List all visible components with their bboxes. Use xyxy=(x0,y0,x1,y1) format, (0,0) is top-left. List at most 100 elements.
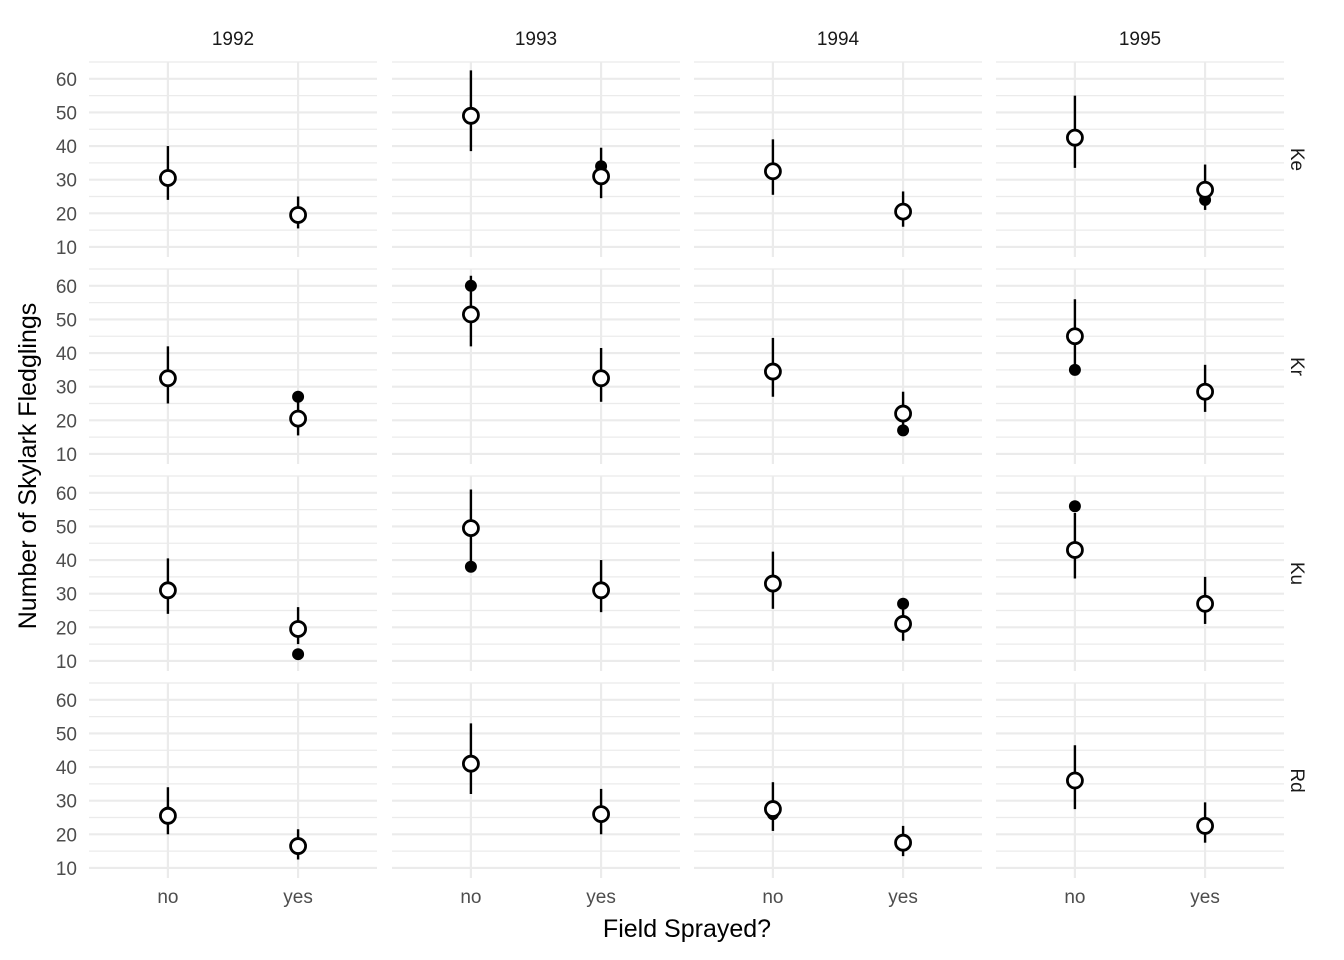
predicted-point xyxy=(289,620,307,638)
facet-row-label: Rd xyxy=(1286,768,1307,792)
panel-Kr-1994 xyxy=(694,268,982,464)
marks-Ku-1994 xyxy=(764,551,912,641)
panel-Ke-1995 xyxy=(996,61,1284,257)
predicted-point xyxy=(764,800,782,818)
marks-Rd-1993 xyxy=(462,723,610,835)
predicted-point xyxy=(764,362,782,381)
facet-row-label: Kr xyxy=(1286,357,1307,377)
predicted-point xyxy=(1066,128,1084,147)
predicted-point xyxy=(1196,594,1214,613)
predicted-point xyxy=(159,806,177,825)
y-tick-label: 10 xyxy=(56,652,77,673)
predicted-point xyxy=(592,805,610,824)
predicted-point xyxy=(289,837,307,855)
y-tick-label: 10 xyxy=(56,238,77,259)
y-tick-label: 50 xyxy=(56,103,77,124)
observed-point xyxy=(464,279,477,292)
panel-Ke-1992 xyxy=(89,61,377,257)
observed-point xyxy=(1068,500,1081,513)
panel-Rd-1995 xyxy=(996,682,1284,878)
y-tick-label: 60 xyxy=(56,277,77,298)
panel-Ku-1995 xyxy=(996,475,1284,671)
marks-Rd-1994 xyxy=(764,782,912,857)
x-tick-label: no xyxy=(157,887,178,908)
x-tick-label: yes xyxy=(283,887,313,908)
predicted-point xyxy=(462,519,480,538)
marks-Ku-1993 xyxy=(462,489,610,613)
y-tick-label: 20 xyxy=(56,204,77,225)
y-tick-label: 30 xyxy=(56,792,77,813)
predicted-point xyxy=(592,167,610,186)
panel-Rd-1993 xyxy=(392,682,680,878)
y-tick-label: 60 xyxy=(56,70,77,91)
panel-Ke-1993 xyxy=(392,61,680,257)
observed-point xyxy=(292,648,305,661)
x-tick-label: yes xyxy=(888,887,918,908)
marks-Ke-1994 xyxy=(764,139,912,227)
predicted-point xyxy=(462,754,480,773)
y-tick-label: 60 xyxy=(56,484,77,505)
observed-point xyxy=(897,597,910,610)
panel-Ku-1992 xyxy=(89,475,377,671)
facet-col-label: 1995 xyxy=(1119,29,1161,50)
predicted-point xyxy=(159,169,177,187)
y-tick-label: 10 xyxy=(56,445,77,466)
marks-Ke-1992 xyxy=(159,146,307,229)
y-tick-label: 50 xyxy=(56,724,77,745)
panel-Rd-1994 xyxy=(694,682,982,878)
predicted-point xyxy=(462,305,480,324)
marks-Ku-1995 xyxy=(1066,500,1214,624)
marks-Kr-1995 xyxy=(1066,299,1214,412)
predicted-point xyxy=(462,106,480,125)
y-tick-label: 20 xyxy=(56,411,77,432)
predicted-point xyxy=(764,162,782,181)
panel-Rd-1992 xyxy=(89,682,377,878)
observed-point xyxy=(292,390,305,403)
marks-Ke-1995 xyxy=(1066,95,1214,210)
marks-Kr-1993 xyxy=(462,275,610,402)
marks-Kr-1992 xyxy=(159,346,307,436)
marks-Ku-1992 xyxy=(159,558,307,661)
predicted-point xyxy=(289,206,307,224)
panel-Kr-1993 xyxy=(392,268,680,464)
facet-col-label: 1993 xyxy=(515,29,557,50)
predicted-point xyxy=(289,409,307,428)
facet-col-label: 1992 xyxy=(212,29,254,50)
predicted-point xyxy=(894,404,912,423)
panel-Kr-1992 xyxy=(89,268,377,464)
panel-Ku-1994 xyxy=(694,475,982,671)
predicted-point xyxy=(1196,180,1214,199)
facet-col-label: 1994 xyxy=(817,29,860,50)
y-tick-label: 40 xyxy=(56,551,77,572)
y-tick-label: 40 xyxy=(56,344,77,365)
y-tick-label: 30 xyxy=(56,171,77,192)
predicted-point xyxy=(1066,541,1084,559)
y-tick-label: 60 xyxy=(56,691,77,712)
x-tick-label: yes xyxy=(1190,887,1220,908)
y-tick-label: 50 xyxy=(56,517,77,538)
x-tick-label: no xyxy=(1064,887,1085,908)
panel-Kr-1995 xyxy=(996,268,1284,464)
observed-point xyxy=(897,424,910,437)
y-tick-label: 50 xyxy=(56,310,77,331)
panel-Ke-1994 xyxy=(694,61,982,257)
predicted-point xyxy=(592,581,610,600)
y-tick-label: 20 xyxy=(56,825,77,846)
y-tick-label: 10 xyxy=(56,859,77,880)
predicted-point xyxy=(592,369,610,388)
marks-Ke-1993 xyxy=(462,70,610,199)
marks-Kr-1994 xyxy=(764,337,912,437)
panel-Ku-1993 xyxy=(392,475,680,671)
x-tick-label: no xyxy=(762,887,783,908)
strips-layer: 10 20 30 40 50 60 Ke 10 20 30 40 50 60 Kr 10 20 30 40 50 60… xyxy=(56,29,1307,908)
panels-layer xyxy=(89,61,1284,878)
predicted-point xyxy=(1066,327,1084,346)
facet-row-label: Ku xyxy=(1286,562,1307,585)
marks-Rd-1995 xyxy=(1066,745,1214,843)
predicted-point xyxy=(764,574,782,593)
predicted-point xyxy=(894,833,912,852)
facet-row-label: Ke xyxy=(1286,148,1307,171)
marks-Rd-1992 xyxy=(159,787,307,860)
x-axis-title: Field Sprayed? xyxy=(603,915,771,943)
